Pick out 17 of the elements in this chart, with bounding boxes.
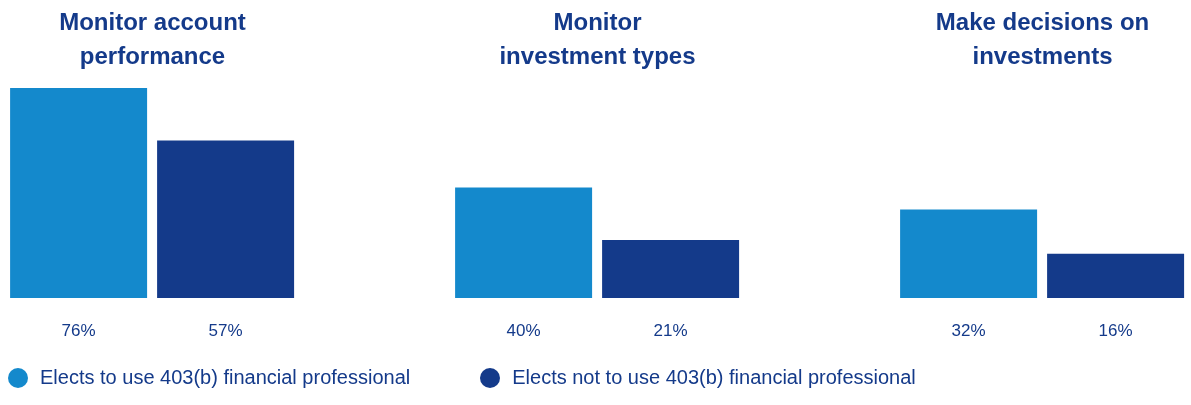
bar <box>1047 253 1185 298</box>
data-label: 16% <box>1098 321 1133 340</box>
data-label: 32% <box>951 321 986 340</box>
x-tick-label: Make decisions on investments <box>935 8 1150 69</box>
legend-label: Elects to use 403(b) financial professional <box>40 366 411 389</box>
legend-label: Elects not to use 403(b) financial professional <box>512 366 916 389</box>
data-label: 57% <box>208 321 243 340</box>
data-label: 40% <box>506 321 541 340</box>
bar <box>602 239 740 298</box>
bar <box>900 209 1038 298</box>
data-label: 21% <box>653 321 688 340</box>
bar <box>10 88 148 298</box>
bar <box>455 187 593 298</box>
x-tick-label: Monitor account performance <box>59 8 246 69</box>
x-tick-label: Monitor investment types <box>499 8 696 69</box>
data-label: 76% <box>61 321 96 340</box>
bar <box>157 140 295 298</box>
